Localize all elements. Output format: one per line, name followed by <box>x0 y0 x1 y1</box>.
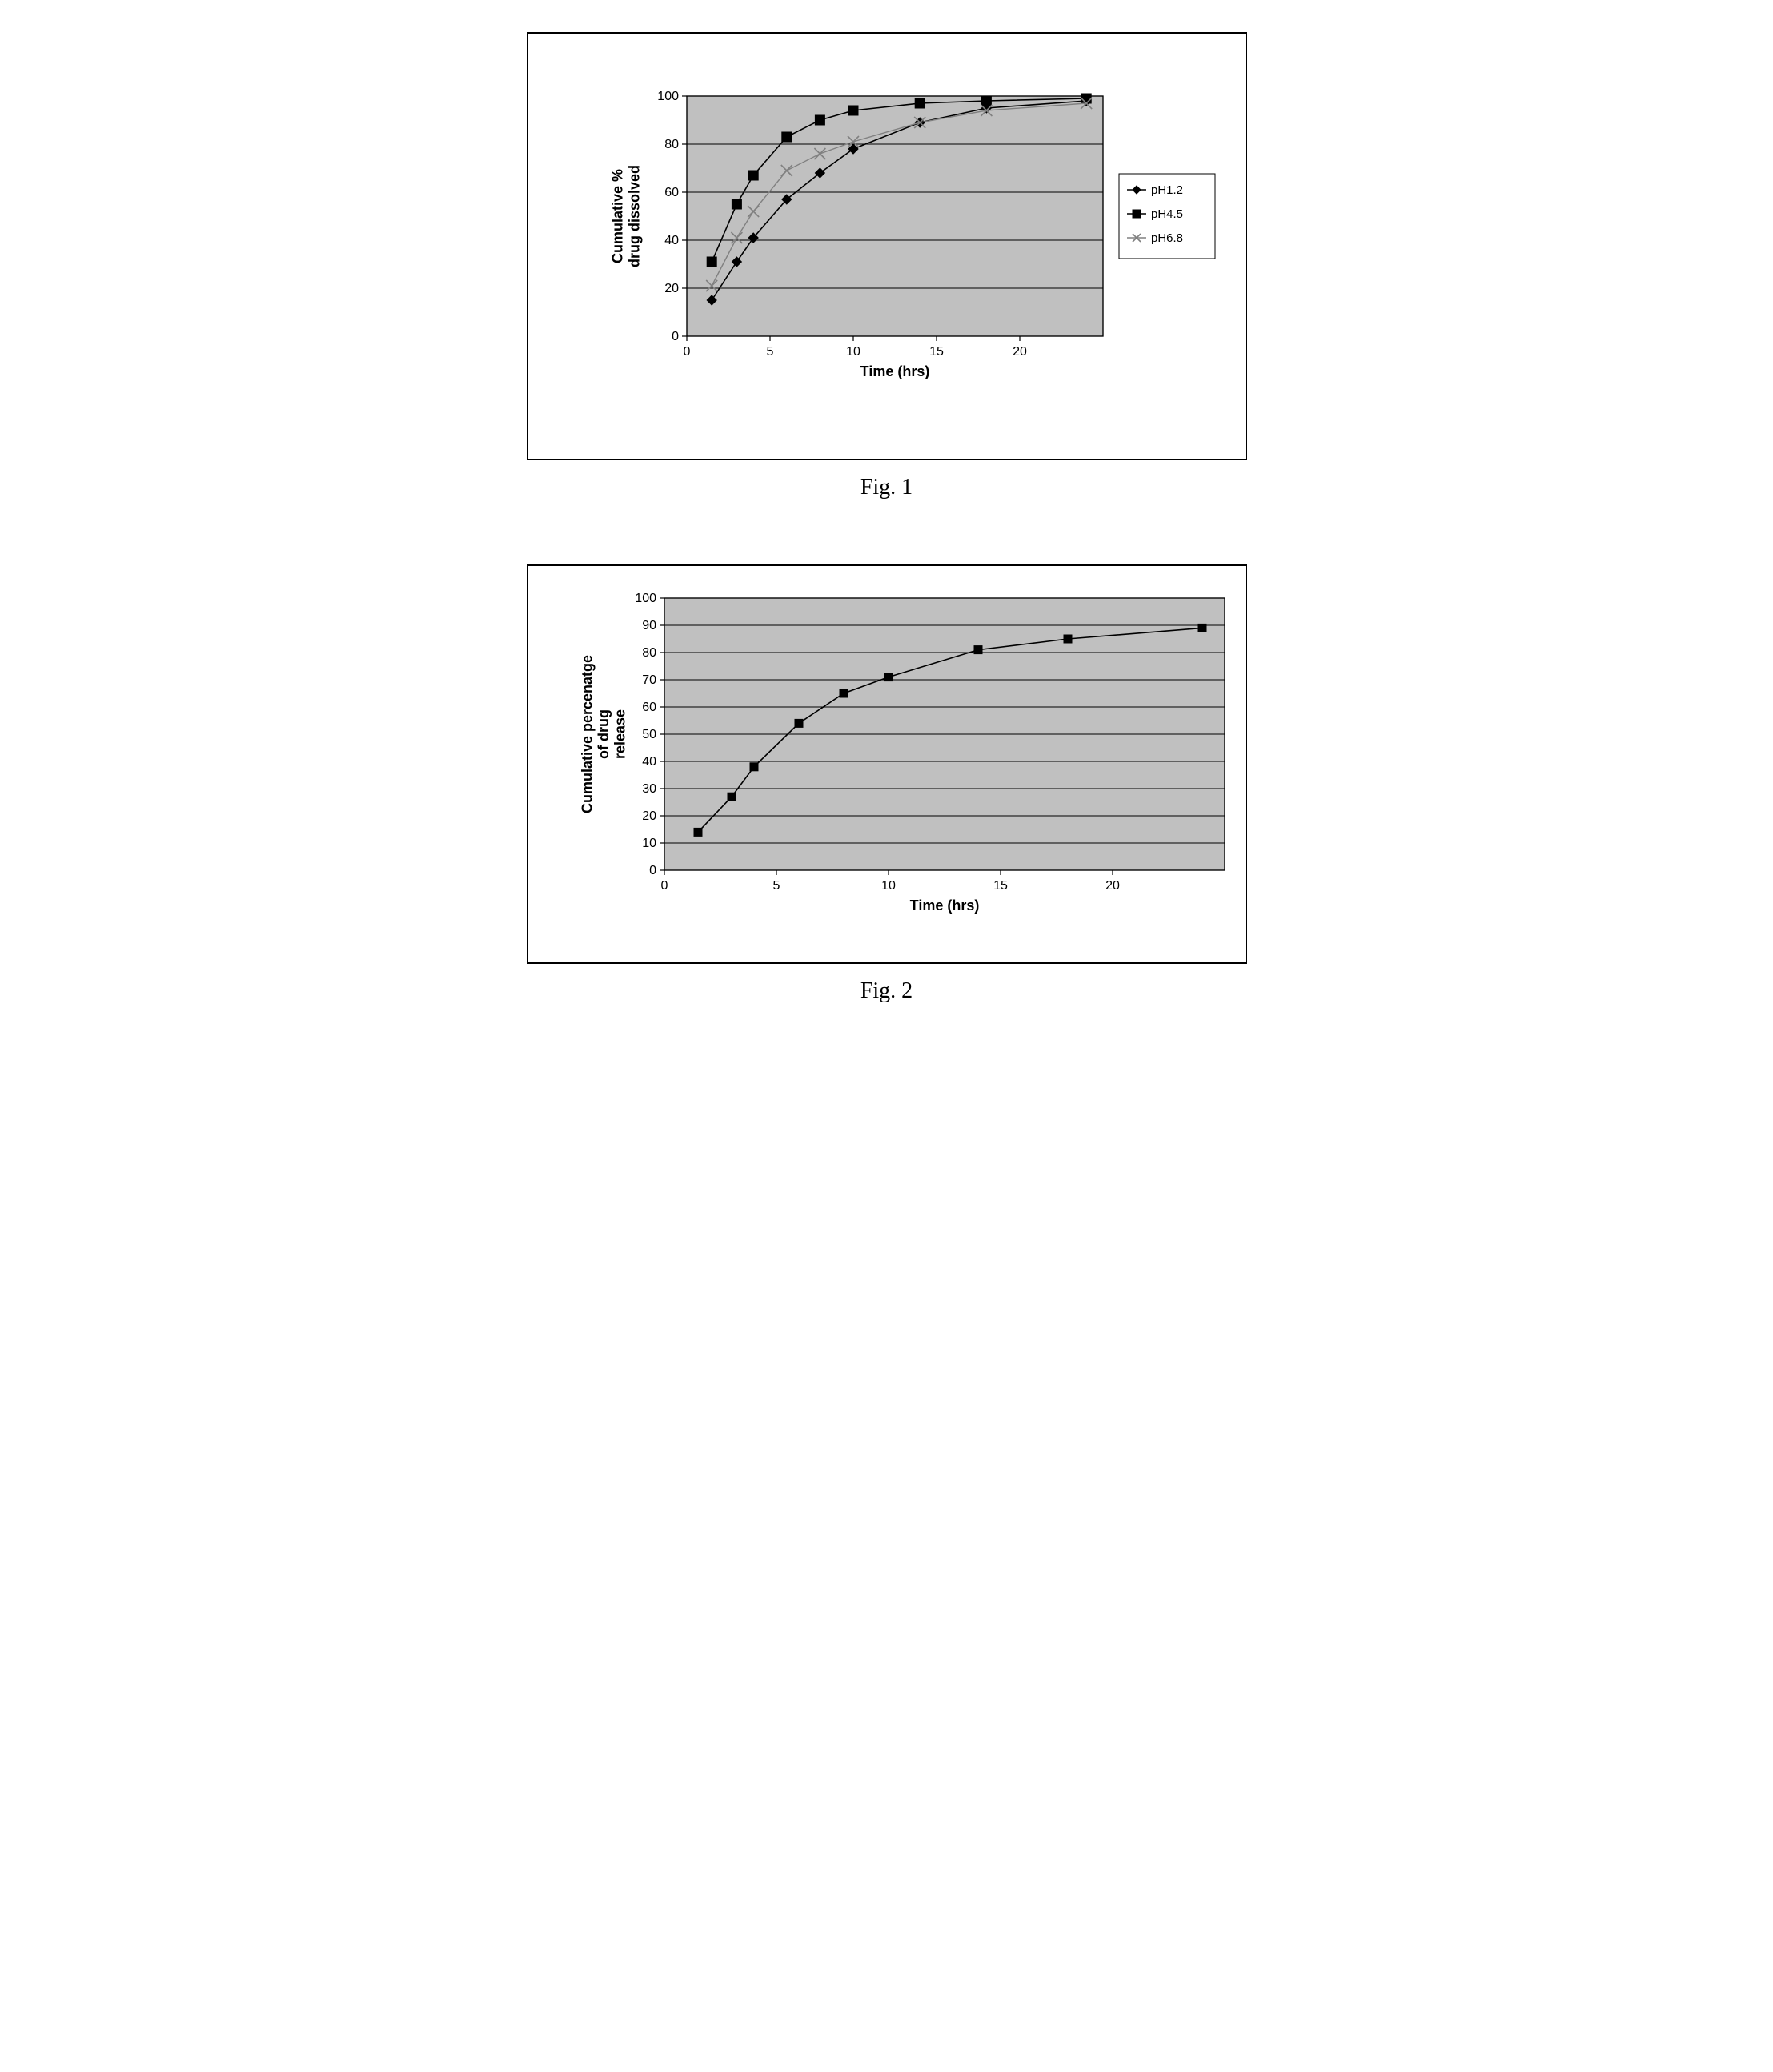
svg-text:0: 0 <box>683 345 690 359</box>
svg-text:100: 100 <box>635 592 656 605</box>
svg-text:10: 10 <box>846 345 860 359</box>
svg-text:50: 50 <box>642 728 656 741</box>
svg-text:0: 0 <box>649 864 656 877</box>
svg-text:20: 20 <box>664 282 679 295</box>
svg-text:20: 20 <box>642 809 656 823</box>
figure-2-block: 0 10 20 30 40 50 60 70 80 90 100 0 5 10 15 20 Time (hrs)… <box>527 564 1247 1004</box>
figure-1-caption: Fig. 1 <box>527 475 1247 500</box>
svg-text:drug dissolved: drug dissolved <box>626 165 642 267</box>
svg-text:40: 40 <box>664 234 679 247</box>
figure-2-chart: 0 10 20 30 40 50 60 70 80 90 100 0 5 10 15 20 Time (hrs)… <box>552 582 1273 934</box>
svg-text:90: 90 <box>642 619 656 632</box>
svg-text:5: 5 <box>766 345 773 359</box>
svg-text:10: 10 <box>642 837 656 850</box>
svg-text:0: 0 <box>672 330 679 343</box>
svg-text:0: 0 <box>660 879 668 893</box>
figure-1-block: 0 20 40 60 80 100 0 5 10 15 20 Time (hrs) Cumulative… <box>527 32 1247 500</box>
svg-text:pH6.8: pH6.8 <box>1151 231 1183 245</box>
svg-text:Time (hrs): Time (hrs) <box>860 363 929 379</box>
svg-text:of drug: of drug <box>596 709 612 759</box>
svg-text:60: 60 <box>664 186 679 199</box>
svg-text:20: 20 <box>1105 879 1120 893</box>
svg-text:pH4.5: pH4.5 <box>1151 207 1183 221</box>
svg-text:20: 20 <box>1013 345 1027 359</box>
figure-1-chart: 0 20 40 60 80 100 0 5 10 15 20 Time (hrs) Cumulative… <box>567 72 1287 416</box>
svg-text:70: 70 <box>642 673 656 687</box>
svg-text:15: 15 <box>929 345 944 359</box>
svg-text:40: 40 <box>642 755 656 769</box>
figure-1-frame: 0 20 40 60 80 100 0 5 10 15 20 Time (hrs) Cumulative… <box>527 32 1247 460</box>
svg-text:Time (hrs): Time (hrs) <box>909 897 979 914</box>
svg-text:release: release <box>612 709 628 759</box>
svg-text:30: 30 <box>642 782 656 796</box>
svg-text:80: 80 <box>642 646 656 660</box>
svg-text:Cumulative %: Cumulative % <box>609 169 625 263</box>
svg-text:60: 60 <box>642 701 656 714</box>
svg-text:5: 5 <box>772 879 780 893</box>
figure-2-frame: 0 10 20 30 40 50 60 70 80 90 100 0 5 10 15 20 Time (hrs)… <box>527 564 1247 964</box>
svg-text:80: 80 <box>664 138 679 151</box>
figure-2-caption: Fig. 2 <box>527 978 1247 1004</box>
svg-text:10: 10 <box>881 879 896 893</box>
svg-text:15: 15 <box>993 879 1008 893</box>
svg-text:100: 100 <box>657 90 679 103</box>
svg-text:Cumulative percenatge: Cumulative percenatge <box>579 655 595 813</box>
svg-text:pH1.2: pH1.2 <box>1151 183 1183 197</box>
